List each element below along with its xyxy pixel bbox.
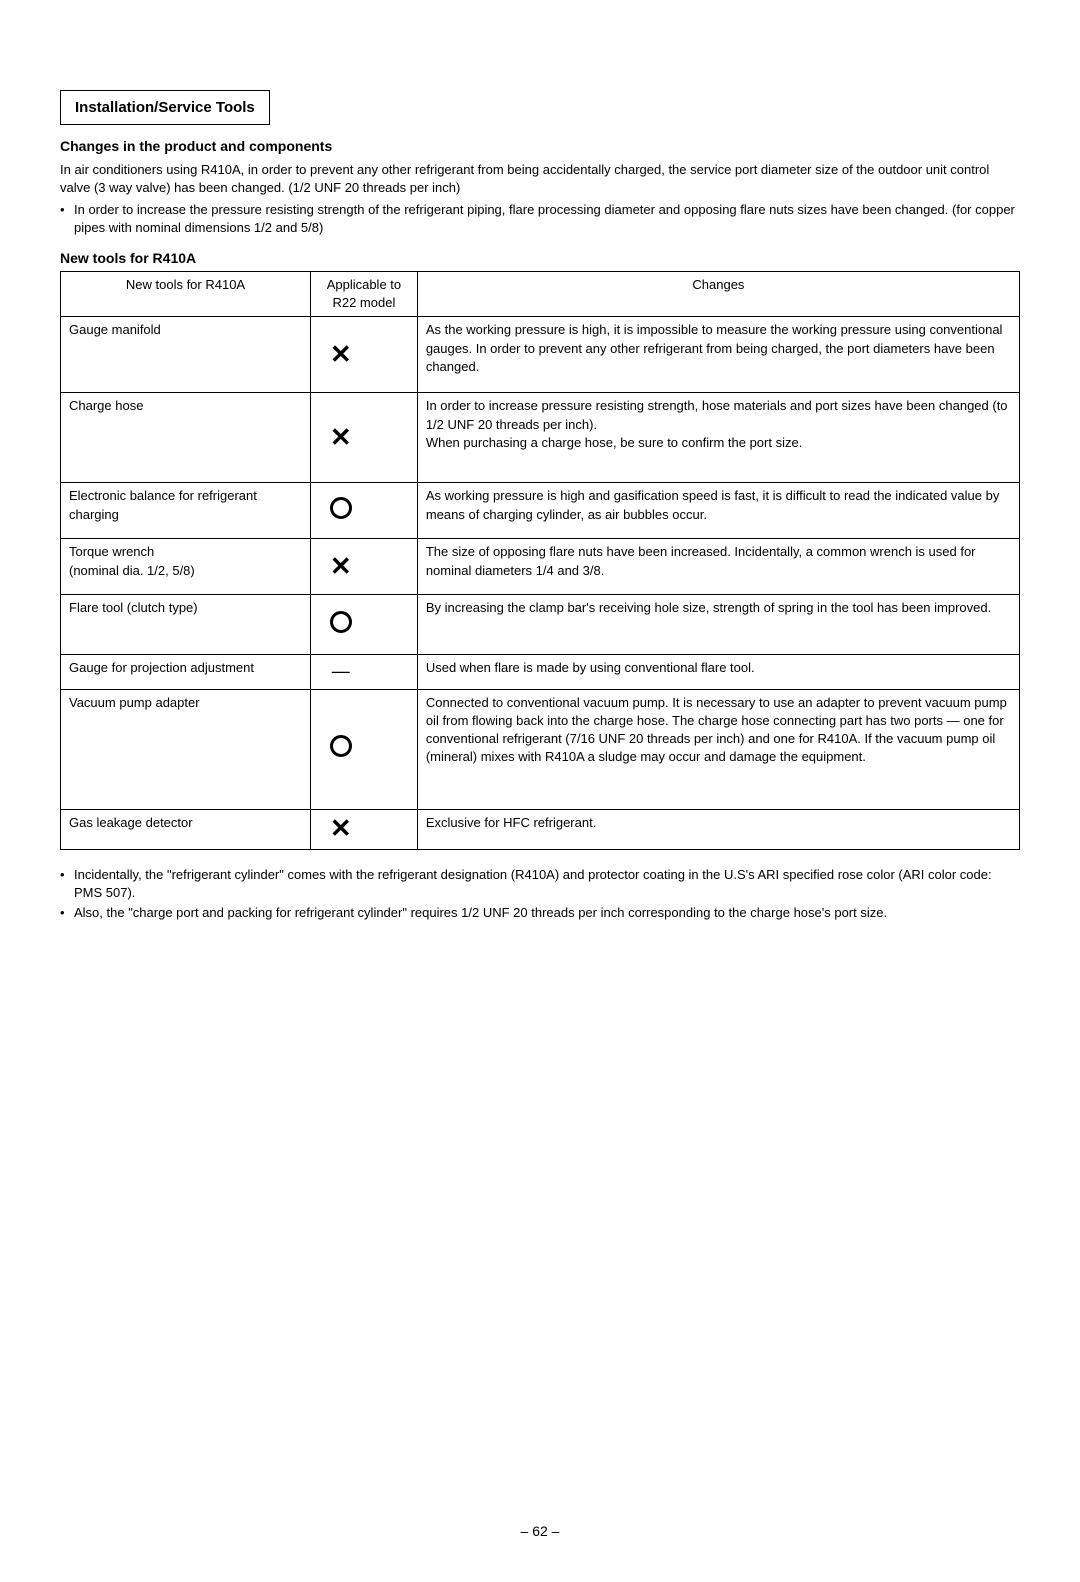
tools-table: New tools for R410A Applicable to R22 mo… [60,271,1020,850]
cross-icon: ✕ [330,553,352,579]
table-cell-tool: Gauge manifold [61,317,311,393]
table-cell-changes: Used when flare is made by using convent… [417,655,1019,689]
table-cell-symbol [311,483,371,539]
changes-heading: Changes in the product and components [60,137,1020,157]
footer-bullet-list: Incidentally, the "refrigerant cylinder"… [60,866,1020,923]
table-cell-tool: Flare tool (clutch type) [61,595,311,655]
table-header-changes: Changes [417,271,1019,316]
table-cell-spacer [371,595,418,655]
table-row: Torque wrench (nominal dia. 1/2, 5/8) ✕ T… [61,539,1020,595]
table-row: Gauge manifold ✕ As the working pressure … [61,317,1020,393]
table-cell-changes: The size of opposing flare nuts have bee… [417,539,1019,595]
table-cell-tool: Torque wrench (nominal dia. 1/2, 5/8) [61,539,311,595]
table-cell-spacer [371,539,418,595]
circle-icon [330,497,352,519]
intro-bullet-item: In order to increase the pressure resist… [60,201,1020,237]
table-cell-symbol: ✕ [311,539,371,595]
page-number: – 62 – [60,1522,1020,1542]
table-row: Flare tool (clutch type) By increasing t… [61,595,1020,655]
table-cell-changes: By increasing the clamp bar's receiving … [417,595,1019,655]
table-cell-changes: In order to increase pressure resisting … [417,393,1019,483]
table-cell-tool: Vacuum pump adapter [61,689,311,809]
table-cell-symbol: — [311,655,371,689]
table-cell-spacer [371,809,418,849]
table-row: Vacuum pump adapter Connected to convent… [61,689,1020,809]
table-row: Gas leakage detector ✕ Exclusive for HFC … [61,809,1020,849]
table-row: Gauge for projection adjustment — Used wh… [61,655,1020,689]
table-cell-changes: As the working pressure is high, it is i… [417,317,1019,393]
table-cell-changes: As working pressure is high and gasifica… [417,483,1019,539]
section-title-box: Installation/Service Tools [60,90,270,125]
circle-icon [330,735,352,757]
table-cell-symbol [311,595,371,655]
intro-bullet-list: In order to increase the pressure resist… [60,201,1020,237]
table-cell-symbol: ✕ [311,809,371,849]
table-cell-spacer [371,393,418,483]
footer-bullet-item: Incidentally, the "refrigerant cylinder"… [60,866,1020,902]
table-cell-spacer [371,689,418,809]
cross-icon: ✕ [330,815,352,841]
footer-bullet-item: Also, the "charge port and packing for r… [60,904,1020,922]
table-cell-spacer [371,483,418,539]
table-cell-changes: Connected to conventional vacuum pump. I… [417,689,1019,809]
table-header-tool: New tools for R410A [61,271,311,316]
table-cell-symbol: ✕ [311,393,371,483]
cross-icon: ✕ [330,341,352,367]
intro-paragraph: In air conditioners using R410A, in orde… [60,161,1020,197]
table-cell-changes: Exclusive for HFC refrigerant. [417,809,1019,849]
table-row: Electronic balance for refrigerant charg… [61,483,1020,539]
table-cell-spacer [371,655,418,689]
table-cell-tool: Electronic balance for refrigerant charg… [61,483,311,539]
table-row: Charge hose ✕ In order to increase pressu… [61,393,1020,483]
table-cell-tool: Gauge for projection adjustment [61,655,311,689]
table-cell-spacer [371,317,418,393]
table-cell-tool: Charge hose [61,393,311,483]
table-cell-symbol [311,689,371,809]
cross-icon: ✕ [330,424,352,450]
circle-icon [330,611,352,633]
section-title: Installation/Service Tools [75,99,255,116]
dash-icon: — [332,661,350,681]
table-heading: New tools for R410A [60,249,1020,269]
table-header-applicable: Applicable to R22 model [311,271,418,316]
table-cell-symbol: ✕ [311,317,371,393]
table-cell-tool: Gas leakage detector [61,809,311,849]
